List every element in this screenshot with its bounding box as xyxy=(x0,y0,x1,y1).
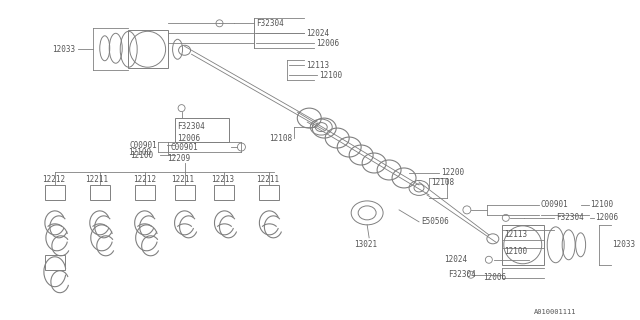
Text: 12211: 12211 xyxy=(257,175,280,184)
Bar xyxy=(128,30,168,68)
Text: F32304: F32304 xyxy=(257,19,284,28)
Text: 12024: 12024 xyxy=(444,255,467,264)
Text: 12006: 12006 xyxy=(177,133,201,142)
Bar xyxy=(134,185,155,200)
Text: F32304: F32304 xyxy=(177,122,205,131)
Bar xyxy=(259,185,279,200)
Bar xyxy=(90,185,109,200)
Bar xyxy=(214,185,234,200)
Text: 12100: 12100 xyxy=(591,200,614,209)
Text: F32304: F32304 xyxy=(556,213,584,222)
Text: 12113: 12113 xyxy=(307,61,330,70)
Text: 12211: 12211 xyxy=(85,175,108,184)
Text: C00901: C00901 xyxy=(130,140,157,149)
Text: 12212: 12212 xyxy=(132,175,156,184)
Text: 12100: 12100 xyxy=(130,150,153,159)
Text: 12113: 12113 xyxy=(504,230,527,239)
Text: A010001111: A010001111 xyxy=(534,309,576,315)
Bar xyxy=(45,255,65,270)
Bar xyxy=(175,185,195,200)
Text: 12006: 12006 xyxy=(483,273,506,282)
Text: 12100: 12100 xyxy=(319,71,342,80)
Text: F32304: F32304 xyxy=(448,270,476,279)
Bar xyxy=(175,118,230,142)
Text: 12033: 12033 xyxy=(612,240,636,249)
Text: 12033: 12033 xyxy=(52,45,75,54)
Text: C00901: C00901 xyxy=(171,142,198,152)
Text: C00901: C00901 xyxy=(541,200,568,209)
Text: 12108: 12108 xyxy=(431,179,454,188)
Text: 12108: 12108 xyxy=(269,133,292,142)
Text: 12100: 12100 xyxy=(504,247,527,256)
Text: 12006: 12006 xyxy=(316,39,339,48)
Text: 12006: 12006 xyxy=(596,213,619,222)
Text: 13021: 13021 xyxy=(354,240,378,249)
Text: 12209: 12209 xyxy=(168,154,191,163)
Text: 12024: 12024 xyxy=(307,29,330,38)
Bar xyxy=(502,225,544,265)
Text: 12200: 12200 xyxy=(441,168,464,178)
Text: 12213: 12213 xyxy=(211,175,235,184)
Bar xyxy=(45,185,65,200)
Text: 12211: 12211 xyxy=(172,175,195,184)
Text: 12212: 12212 xyxy=(42,175,65,184)
Text: E50506: E50506 xyxy=(421,217,449,226)
Text: 12100: 12100 xyxy=(128,148,151,156)
